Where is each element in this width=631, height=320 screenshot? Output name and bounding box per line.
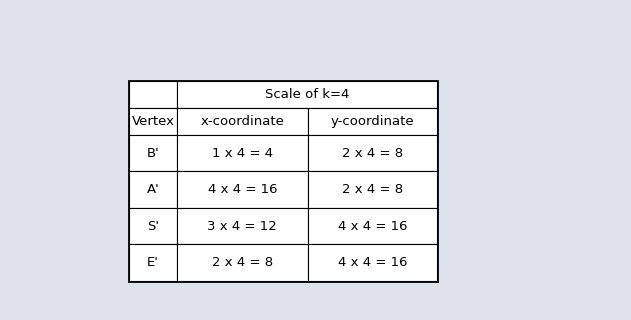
Bar [177, 81, 437, 108]
Bar [308, 244, 437, 281]
Text: Vertex: Vertex [132, 115, 175, 128]
Text: S': S' [147, 220, 159, 233]
Text: 2 x 4 = 8: 2 x 4 = 8 [212, 256, 273, 269]
Bar [177, 208, 308, 244]
Bar [308, 108, 437, 135]
Bar [129, 81, 437, 281]
Bar [308, 135, 437, 171]
Text: B': B' [147, 147, 160, 160]
Text: 3 x 4 = 12: 3 x 4 = 12 [208, 220, 277, 233]
Bar [129, 208, 177, 244]
Text: 4 x 4 = 16: 4 x 4 = 16 [338, 220, 407, 233]
Bar [177, 108, 308, 135]
Bar [129, 244, 177, 281]
Bar [308, 171, 437, 208]
Bar [129, 81, 177, 108]
Text: y-coordinate: y-coordinate [331, 115, 414, 128]
Text: 2 x 4 = 8: 2 x 4 = 8 [342, 147, 403, 160]
Text: 4 x 4 = 16: 4 x 4 = 16 [338, 256, 407, 269]
Text: 4 x 4 = 16: 4 x 4 = 16 [208, 183, 277, 196]
Text: 1 x 4 = 4: 1 x 4 = 4 [212, 147, 273, 160]
Bar [177, 135, 308, 171]
Text: x-coordinate: x-coordinate [201, 115, 284, 128]
Text: A': A' [147, 183, 160, 196]
Bar [129, 171, 177, 208]
Bar [177, 244, 308, 281]
Text: Scale of k=4: Scale of k=4 [265, 88, 349, 101]
Bar [177, 171, 308, 208]
Text: E': E' [147, 256, 159, 269]
Text: 2 x 4 = 8: 2 x 4 = 8 [342, 183, 403, 196]
Bar [129, 108, 177, 135]
Bar [308, 208, 437, 244]
Bar [129, 135, 177, 171]
